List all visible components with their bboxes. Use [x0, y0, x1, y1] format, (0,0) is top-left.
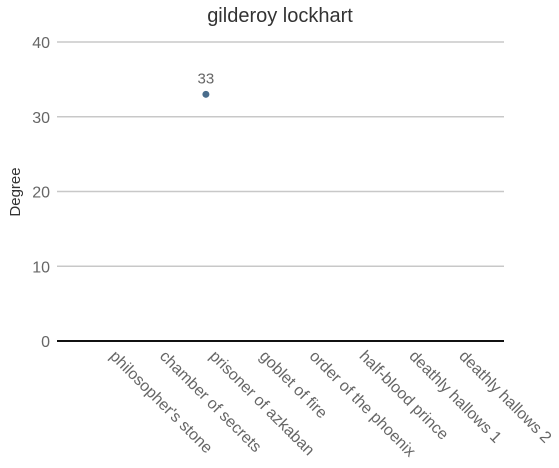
grid-layer	[57, 42, 504, 341]
y-tick-label: 40	[32, 35, 50, 52]
x-tick-label: deathly hallows 1	[406, 348, 505, 447]
data-label: 33	[198, 70, 215, 87]
y-tick-label: 0	[41, 334, 50, 351]
y-tick-label: 10	[32, 259, 50, 276]
x-tick-label: deathly hallows 2	[455, 348, 554, 447]
y-axis-ticks: 0 10 20 30 40	[32, 35, 50, 351]
data-points: 33	[198, 70, 215, 98]
chart-title: gilderoy lockhart	[207, 5, 353, 27]
data-point	[202, 91, 209, 98]
x-tick-label: half-blood prince	[356, 348, 452, 444]
y-axis-label: Degree	[7, 167, 24, 216]
y-tick-label: 30	[32, 110, 50, 127]
y-tick-label: 20	[32, 185, 50, 202]
